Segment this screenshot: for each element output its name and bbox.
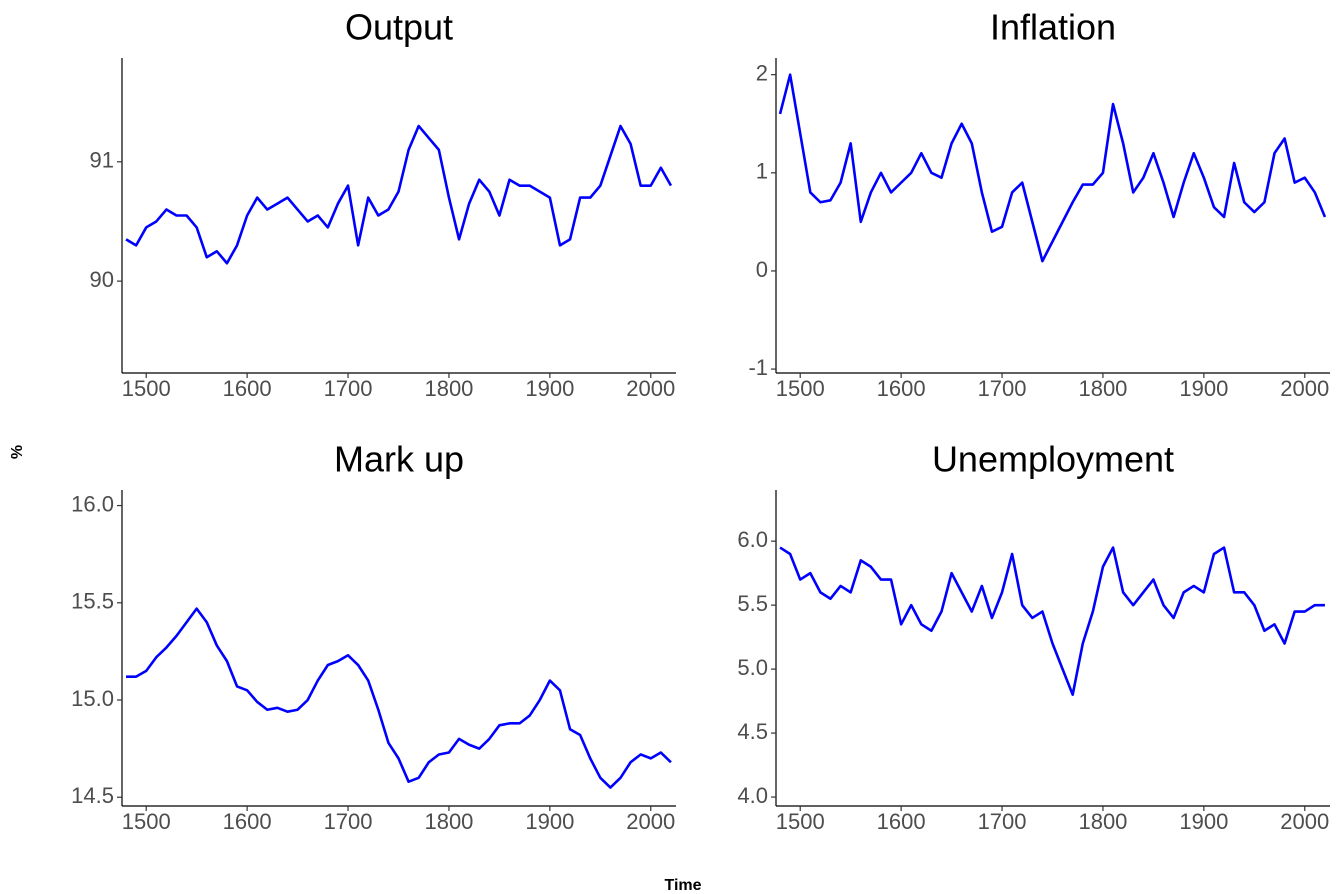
line [125, 124, 673, 265]
x-tick-label: 1500 [776, 809, 825, 834]
x-tick-label: 1900 [525, 376, 574, 401]
x-tick-label: 1900 [525, 809, 574, 834]
x-tick-label: 2000 [1280, 809, 1329, 834]
x-axis-title: Time [664, 877, 701, 894]
panel-title: Unemployment [932, 439, 1174, 480]
y-tick-label: 90 [90, 267, 114, 292]
y-tick-label: 5.0 [737, 655, 768, 680]
y-tick-label: 16.0 [71, 491, 114, 516]
x-tick-label: 1800 [424, 809, 473, 834]
x-tick-label: 1600 [877, 376, 926, 401]
x-tick-label: 2000 [626, 809, 675, 834]
x-tick-label: 1700 [324, 809, 373, 834]
y-tick-label: 4.5 [737, 719, 768, 744]
x-tick-label: 1600 [223, 809, 272, 834]
y-tick-label: 14.5 [71, 783, 114, 808]
x-tick-label: 1800 [1078, 376, 1127, 401]
panel-title: Inflation [990, 7, 1116, 48]
y-tick-label: 15.0 [71, 686, 114, 711]
line [778, 73, 1327, 263]
y-tick-label: 6.0 [737, 527, 768, 552]
y-tick-label: -1 [748, 355, 768, 380]
panel-title: Output [345, 7, 453, 48]
x-tick-label: 2000 [626, 376, 675, 401]
line [779, 546, 1325, 696]
x-tick-label: 1800 [1078, 809, 1127, 834]
x-tick-label: 1500 [122, 376, 171, 401]
y-tick-label: 15.5 [71, 589, 114, 614]
y-tick-label: 2 [756, 60, 768, 85]
y-axis-title: % [9, 445, 26, 459]
x-tick-label: 1600 [223, 376, 272, 401]
y-tick-label: 91 [90, 148, 114, 173]
y-tick-label: 1 [756, 159, 768, 184]
x-tick-label: 1900 [1179, 809, 1228, 834]
x-tick-label: 1700 [978, 809, 1027, 834]
x-tick-label: 1700 [324, 376, 373, 401]
x-tick-label: 1800 [424, 376, 473, 401]
line [126, 607, 672, 789]
x-tick-label: 1500 [122, 809, 171, 834]
y-tick-label: 0 [756, 257, 768, 282]
x-tick-label: 1600 [877, 809, 926, 834]
x-tick-label: 2000 [1280, 376, 1329, 401]
y-tick-label: 4.0 [737, 783, 768, 808]
x-tick-label: 1900 [1179, 376, 1228, 401]
y-tick-label: 5.5 [737, 591, 768, 616]
x-tick-label: 1700 [978, 376, 1027, 401]
panel-title: Mark up [334, 439, 464, 480]
x-tick-label: 1500 [776, 376, 825, 401]
